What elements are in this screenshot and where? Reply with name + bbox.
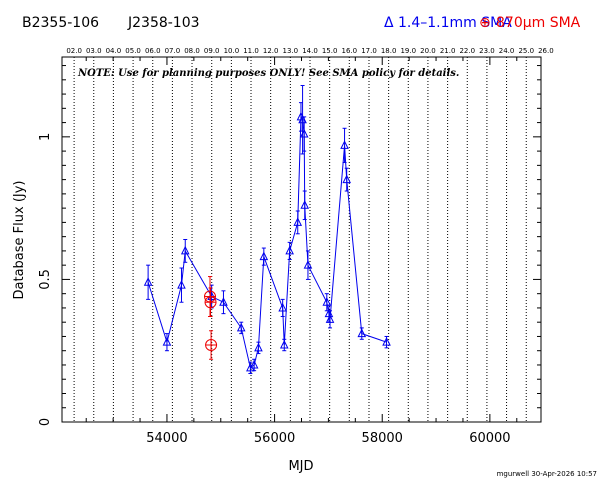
legend-blue-label: 1.4–1.1mm SMA xyxy=(398,15,512,31)
data-point xyxy=(254,342,263,352)
x-tick-label: 60000 xyxy=(469,431,510,446)
data-point xyxy=(246,362,255,372)
top-tick-label: 10.0 xyxy=(224,47,240,55)
top-tick-label: 19.0 xyxy=(400,47,416,55)
top-tick-label: 07.0 xyxy=(165,47,181,55)
data-point xyxy=(303,260,313,269)
plot-frame xyxy=(61,56,542,423)
data-series xyxy=(143,85,391,375)
data-point xyxy=(162,337,172,346)
top-tick-label: 21.0 xyxy=(440,47,456,55)
footer-stamp: mgurwell 30-Apr-2026 10:57 xyxy=(497,470,597,478)
y-tick-label: 0.5 xyxy=(38,269,53,290)
top-tick-label: 26.0 xyxy=(538,47,554,55)
data-point xyxy=(205,339,218,352)
top-tick-label: 23.0 xyxy=(479,47,495,55)
top-tick-label: 11.0 xyxy=(243,47,259,55)
data-point xyxy=(299,128,309,138)
series-line xyxy=(147,115,387,369)
x-tick-label: 56000 xyxy=(254,431,295,446)
data-point xyxy=(279,339,289,349)
top-tick-label: 24.0 xyxy=(499,47,515,55)
data-point xyxy=(325,314,335,323)
data-point xyxy=(180,245,190,255)
data-point xyxy=(249,359,259,369)
top-tick-label: 02.0 xyxy=(66,47,82,55)
top-tick-label: 12.0 xyxy=(263,47,279,55)
x-tick-label: 54000 xyxy=(146,431,187,446)
x-axis-label: MJD xyxy=(288,459,313,474)
top-year-axis: 02.0 03.0 04.0 05.0 06.0 07.0 08.0 09.0 10.0 11.0… xyxy=(66,47,553,55)
top-tick-label: 05.0 xyxy=(125,47,141,55)
top-tick-label: 15.0 xyxy=(322,47,338,55)
data-point xyxy=(340,140,349,149)
series-group xyxy=(143,85,391,375)
top-tick-label: 08.0 xyxy=(184,47,200,55)
top-tick-label: 22.0 xyxy=(459,47,475,55)
top-tick-label: 16.0 xyxy=(341,47,357,55)
data-point xyxy=(204,296,217,309)
top-tick-label: 03.0 xyxy=(86,47,102,55)
source-name: B2355-106 xyxy=(22,15,99,31)
data-point xyxy=(357,328,367,338)
top-tick-label: 25.0 xyxy=(518,47,534,55)
data-point xyxy=(177,280,186,289)
top-tick-label: 17.0 xyxy=(361,47,377,55)
y-axis: 00.51 xyxy=(38,65,541,426)
top-tick-label: 06.0 xyxy=(145,47,161,55)
source-alt-name: J2358-103 xyxy=(127,15,200,31)
series-group xyxy=(204,276,218,360)
data-point xyxy=(285,245,294,255)
legend-red-label: 870μm SMA xyxy=(496,15,581,31)
data-point xyxy=(322,297,332,306)
data-point xyxy=(342,174,352,184)
top-tick-label: 04.0 xyxy=(106,47,122,55)
data-point xyxy=(293,217,303,226)
y-tick-label: 1 xyxy=(38,133,53,141)
x-tick-label: 58000 xyxy=(362,431,403,446)
planning-note: NOTE: Use for planning purposes ONLY! Se… xyxy=(77,68,459,79)
data-point xyxy=(300,200,310,209)
y-axis-label: Database Flux (Jy) xyxy=(12,181,27,300)
year-gridlines xyxy=(73,57,527,422)
top-tick-label: 18.0 xyxy=(381,47,397,55)
legend-blue-symbol: Δ xyxy=(384,15,394,31)
top-tick-label: 13.0 xyxy=(283,47,299,55)
data-point xyxy=(382,337,391,346)
data-point xyxy=(236,322,246,332)
data-point xyxy=(219,297,228,306)
data-point xyxy=(278,302,287,312)
top-tick-label: 09.0 xyxy=(204,47,220,55)
data-point xyxy=(143,277,153,286)
data-point xyxy=(259,251,269,261)
x-axis: 54000 56000 58000 60000 xyxy=(85,57,518,446)
top-tick-label: 14.0 xyxy=(302,47,318,55)
legend-red-symbol: ⊕ xyxy=(479,15,491,31)
top-tick-label: 20.0 xyxy=(420,47,436,55)
y-tick-label: 0 xyxy=(38,418,53,426)
